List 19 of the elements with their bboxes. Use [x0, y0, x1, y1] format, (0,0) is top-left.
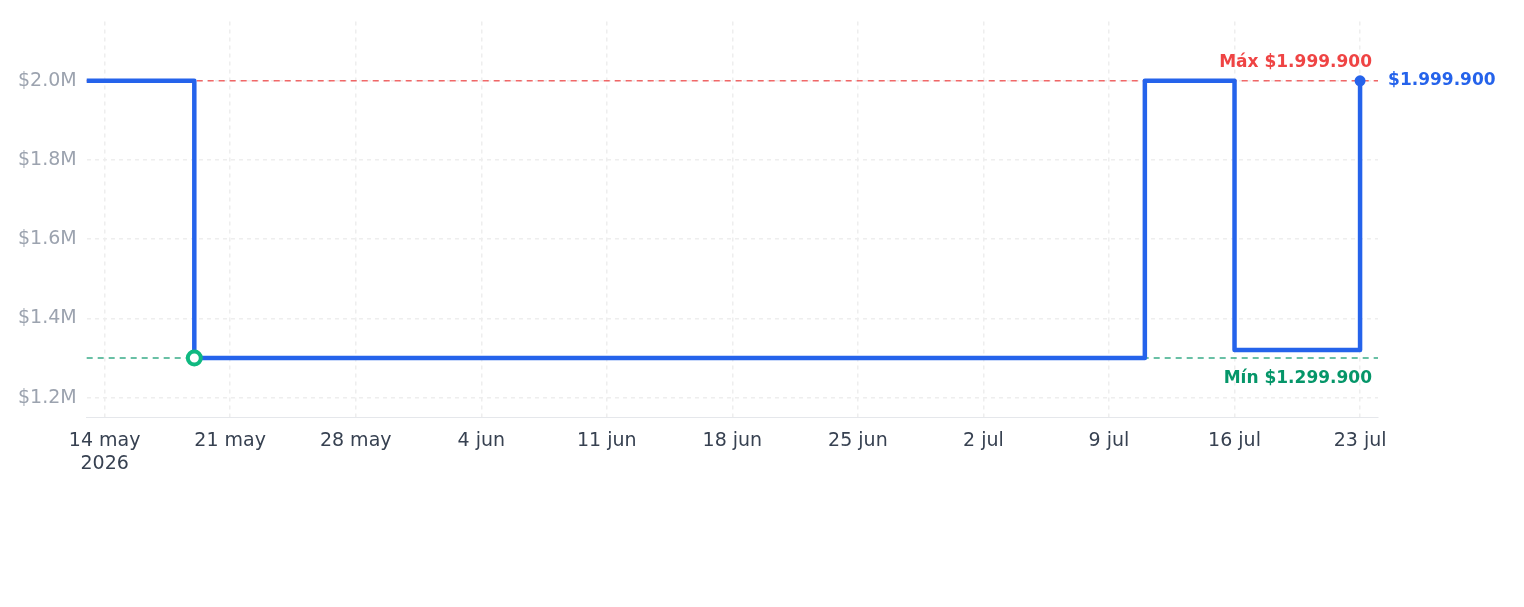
y-tick-label: $1.2M — [17, 384, 77, 407]
x-tick-label: 23 jul — [1333, 427, 1387, 450]
x-tick-label: 21 may — [194, 427, 266, 450]
x-tick-label: 2 jul — [963, 427, 1004, 450]
x-tick-label: 11 jun — [577, 427, 637, 450]
y-tick-label: $2.0M — [17, 67, 77, 90]
x-tick-label: 4 jun — [457, 427, 506, 450]
ref-line-label: Máx $1.999.900 — [1219, 50, 1373, 71]
x-tick-label: 18 jun — [702, 427, 763, 450]
annotation: $1.999.900 — [1388, 69, 1496, 90]
y-tick-label: $1.8M — [17, 146, 77, 169]
x-tick-label: 9 jul — [1088, 427, 1130, 450]
x-tick-label: 16 jul — [1208, 427, 1261, 450]
y-tick-label: $1.4M — [17, 305, 77, 328]
x-tick-label: 28 may — [319, 427, 392, 450]
x-tick-label: 14 may 2026 — [68, 427, 141, 473]
y-tick-label: $1.6M — [17, 226, 77, 249]
ref-line-label: Mín $1.299.900 — [1223, 366, 1373, 387]
x-tick-label: 25 jun — [828, 427, 888, 450]
